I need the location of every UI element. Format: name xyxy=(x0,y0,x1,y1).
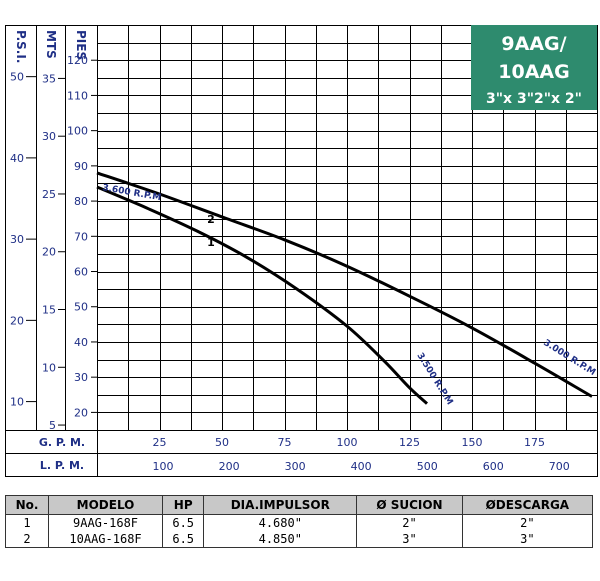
table-row: 1 9AAG-168F 6.5 4.680" 2" 2" xyxy=(5,514,594,531)
mts-tick-label: 5 xyxy=(49,419,56,432)
pump-curve-chart: 2030405060708090100110120510152025303510… xyxy=(5,25,598,477)
psi-axis-label: P.S.I. xyxy=(14,30,28,63)
table-header-row: No. MODELO HP DIA.IMPULSOR Ø SUCION ØDES… xyxy=(5,495,594,515)
title-box xyxy=(471,25,597,110)
gpm-axis-label: G. P. M. xyxy=(39,436,85,449)
col-modelo: MODELO xyxy=(47,495,164,515)
pies-tick-label: 30 xyxy=(74,371,88,384)
cell-dia: 4.850" xyxy=(203,531,358,548)
pies-tick-label: 60 xyxy=(74,266,88,279)
psi-tick-label: 10 xyxy=(10,396,24,409)
labels: 2030405060708090100110120510152025303510… xyxy=(10,54,570,473)
cell-sucion: 3" xyxy=(356,531,463,548)
cell-descarga: 3" xyxy=(461,531,594,548)
cell-dia: 4.680" xyxy=(203,514,358,531)
gpm-tick-label: 125 xyxy=(399,436,420,449)
lpm-axis-label: L. P. M. xyxy=(40,459,84,472)
spec-table: No. MODELO HP DIA.IMPULSOR Ø SUCION ØDES… xyxy=(5,495,594,548)
curves xyxy=(96,171,593,405)
lpm-tick-label: 100 xyxy=(153,460,174,473)
lpm-tick-label: 200 xyxy=(219,460,240,473)
lpm-tick-label: 500 xyxy=(417,460,438,473)
table-row: 2 10AAG-168F 6.5 4.850" 3" 3" xyxy=(5,531,594,548)
mts-tick-label: 25 xyxy=(42,188,56,201)
cell-modelo: 9AAG-168F xyxy=(47,514,164,531)
mts-tick-label: 10 xyxy=(42,361,56,374)
pies-tick-label: 90 xyxy=(74,160,88,173)
gpm-tick-label: 75 xyxy=(278,436,292,449)
gpm-tick-label: 150 xyxy=(462,436,483,449)
mts-tick-label: 15 xyxy=(42,304,56,317)
col-sucion: Ø SUCION xyxy=(356,495,463,515)
lpm-tick-label: 600 xyxy=(483,460,504,473)
pies-tick-label: 50 xyxy=(74,301,88,314)
mts-tick-label: 30 xyxy=(42,130,56,143)
mts-tick-label: 20 xyxy=(42,246,56,259)
lpm-tick-label: 300 xyxy=(285,460,306,473)
pies-tick-label: 80 xyxy=(74,195,88,208)
pies-tick-label: 110 xyxy=(67,89,88,102)
cell-no: 1 xyxy=(5,514,49,531)
pies-tick-label: 100 xyxy=(67,125,88,138)
title-line-3: 3"x 3"2"x 2" xyxy=(486,91,582,107)
pies-axis-label: PIES xyxy=(74,30,88,60)
col-hp: HP xyxy=(162,495,205,515)
col-dia-impulsor: DIA.IMPULSOR xyxy=(203,495,358,515)
curve-1 xyxy=(96,185,429,405)
psi-tick-label: 50 xyxy=(10,71,24,84)
psi-tick-label: 20 xyxy=(10,314,24,327)
mts-axis-label: MTS xyxy=(44,30,58,59)
col-descarga: ØDESCARGA xyxy=(461,495,594,515)
psi-tick-label: 30 xyxy=(10,233,24,246)
psi-tick-label: 40 xyxy=(10,152,24,165)
lpm-tick-label: 700 xyxy=(549,460,570,473)
cell-modelo: 10AAG-168F xyxy=(47,531,164,548)
gpm-tick-label: 25 xyxy=(153,436,167,449)
cell-descarga: 2" xyxy=(461,514,594,531)
pies-tick-label: 70 xyxy=(74,230,88,243)
title-line-2: 10AAG xyxy=(498,61,569,83)
cell-hp: 6.5 xyxy=(162,531,205,548)
mts-tick-label: 35 xyxy=(42,72,56,85)
title-line-1: 9AAG/ xyxy=(501,33,566,55)
cell-hp: 6.5 xyxy=(162,514,205,531)
cell-no: 2 xyxy=(5,531,49,548)
col-no: No. xyxy=(5,495,49,515)
gpm-tick-label: 50 xyxy=(215,436,229,449)
cell-sucion: 2" xyxy=(356,514,463,531)
gpm-tick-label: 100 xyxy=(337,436,358,449)
pies-tick-label: 40 xyxy=(74,336,88,349)
curve-2 xyxy=(96,171,593,398)
pies-tick-label: 120 xyxy=(67,54,88,67)
pies-tick-label: 20 xyxy=(74,406,88,419)
curve-2-number: 2 xyxy=(207,213,215,226)
lpm-tick-label: 400 xyxy=(351,460,372,473)
gpm-tick-label: 175 xyxy=(524,436,545,449)
curve-1-number: 1 xyxy=(207,236,215,249)
